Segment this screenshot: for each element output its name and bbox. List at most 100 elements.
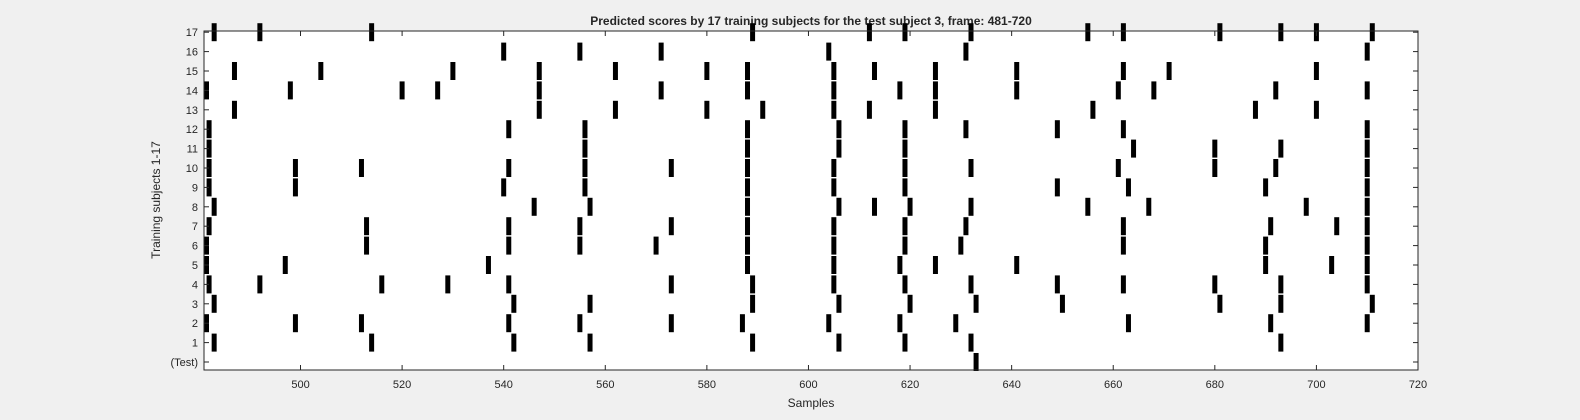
raster-mark — [745, 178, 751, 197]
raster-mark — [902, 275, 908, 294]
raster-mark — [587, 197, 593, 216]
raster-mark — [1151, 81, 1157, 100]
raster-mark — [831, 217, 837, 236]
raster-mark — [1273, 159, 1279, 177]
raster-mark — [968, 275, 974, 294]
raster-mark — [866, 100, 872, 119]
raster-mark — [750, 294, 756, 313]
x-tick-label: 700 — [1307, 379, 1325, 391]
raster-mark — [831, 62, 837, 80]
raster-mark — [932, 256, 938, 274]
raster-mark — [1263, 256, 1269, 274]
raster-mark — [902, 236, 908, 255]
raster-mark — [1054, 120, 1060, 139]
raster-mark — [531, 197, 537, 216]
raster-mark — [1364, 81, 1370, 100]
raster-mark — [760, 100, 766, 119]
y-tick-label: 11 — [187, 144, 198, 156]
raster-mark — [932, 100, 938, 119]
raster-mark — [831, 275, 837, 294]
raster-mark — [282, 256, 288, 274]
raster-mark — [506, 217, 512, 236]
raster-mark — [668, 159, 674, 177]
raster-mark — [206, 275, 212, 294]
raster-mark — [506, 236, 512, 255]
raster-mark — [369, 23, 375, 42]
raster-mark — [1364, 159, 1370, 177]
raster-mark — [836, 333, 842, 352]
raster-mark — [358, 314, 364, 333]
y-tick-label: 9 — [192, 182, 198, 194]
y-tick-label: 8 — [192, 202, 198, 214]
raster-mark — [1212, 275, 1218, 294]
raster-mark — [739, 314, 745, 333]
raster-mark — [1364, 275, 1370, 294]
raster-mark — [1313, 62, 1319, 80]
raster-mark — [1263, 236, 1269, 255]
raster-mark — [902, 159, 908, 177]
raster-mark — [836, 197, 842, 216]
raster-mark — [206, 120, 212, 139]
raster-mark — [668, 275, 674, 294]
plot-area — [204, 31, 1418, 370]
raster-mark — [871, 197, 877, 216]
raster-mark — [582, 159, 588, 177]
raster-mark — [1268, 217, 1274, 236]
raster-mark — [1278, 333, 1284, 352]
raster-mark — [1278, 275, 1284, 294]
raster-mark — [501, 178, 507, 197]
x-tick-label: 580 — [698, 379, 716, 391]
raster-mark — [379, 275, 385, 294]
raster-mark — [1369, 294, 1375, 313]
raster-mark — [1278, 139, 1284, 158]
raster-mark — [968, 333, 974, 352]
raster-mark — [577, 236, 583, 255]
raster-mark — [587, 294, 593, 313]
raster-mark — [1364, 178, 1370, 197]
raster-mark — [704, 100, 710, 119]
raster-mark — [582, 139, 588, 158]
raster-mark — [750, 333, 756, 352]
y-tick-label: 1 — [192, 338, 198, 350]
raster-mark — [211, 333, 217, 352]
raster-mark — [1120, 275, 1126, 294]
raster-mark — [1369, 23, 1375, 42]
y-tick-label: 10 — [186, 163, 198, 175]
raster-mark — [1120, 62, 1126, 80]
raster-mark — [612, 62, 618, 80]
raster-mark — [1217, 294, 1223, 313]
raster-mark — [1364, 236, 1370, 255]
raster-mark — [211, 294, 217, 313]
raster-mark — [1313, 100, 1319, 119]
raster-mark — [1120, 236, 1126, 255]
raster-mark — [1125, 178, 1131, 197]
raster-mark — [932, 81, 938, 100]
y-tick-label: 5 — [192, 260, 198, 272]
raster-mark — [577, 217, 583, 236]
raster-mark — [745, 236, 751, 255]
raster-mark — [1303, 197, 1309, 216]
raster-mark — [536, 100, 542, 119]
raster-mark — [902, 178, 908, 197]
raster-mark — [968, 23, 974, 42]
raster-mark — [292, 159, 298, 177]
raster-mark — [1364, 256, 1370, 274]
y-tick-label: (Test) — [171, 357, 199, 369]
y-tick-label: 15 — [186, 66, 198, 78]
raster-mark — [506, 120, 512, 139]
raster-mark — [897, 256, 903, 274]
raster-mark — [577, 314, 583, 333]
y-tick-label: 13 — [186, 105, 198, 117]
raster-mark — [658, 81, 664, 100]
raster-mark — [831, 178, 837, 197]
raster-mark — [831, 236, 837, 255]
y-tick-label: 6 — [192, 241, 198, 253]
raster-mark — [902, 333, 908, 352]
raster-mark — [231, 100, 237, 119]
raster-mark — [1364, 197, 1370, 216]
raster-mark — [658, 42, 664, 61]
raster-mark — [1252, 100, 1258, 119]
raster-mark — [836, 294, 842, 313]
raster-mark — [1090, 100, 1096, 119]
